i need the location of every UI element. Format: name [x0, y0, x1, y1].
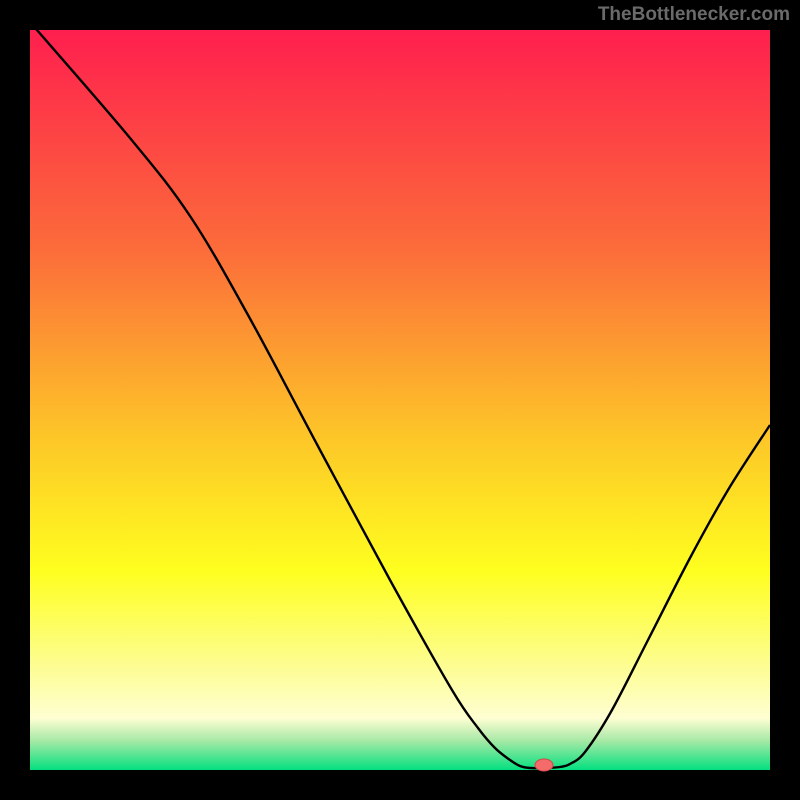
chart-plot-area [30, 30, 770, 770]
attribution-text: TheBottlenecker.com [598, 4, 790, 26]
chart-svg [0, 0, 800, 800]
bottleneck-chart: TheBottlenecker.com [0, 0, 800, 800]
optimum-marker [535, 759, 553, 771]
